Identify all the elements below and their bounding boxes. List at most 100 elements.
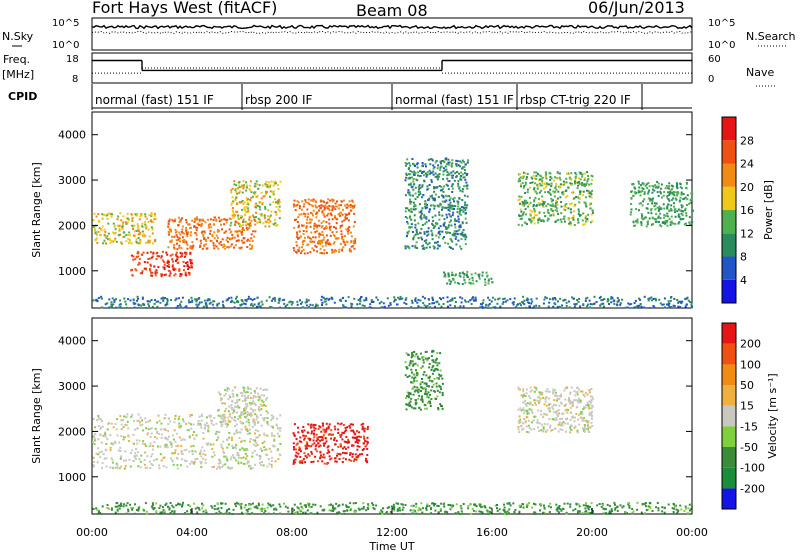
echo-cell	[346, 241, 349, 243]
echo-cell	[213, 216, 216, 219]
echo-cell	[450, 246, 452, 249]
echo-cell	[562, 412, 565, 415]
echo-cell	[360, 423, 363, 426]
echo-cell	[461, 173, 464, 176]
echo-cell	[520, 409, 523, 412]
echo-cell	[320, 430, 323, 433]
echo-cell	[277, 187, 280, 190]
echo-cell	[417, 185, 420, 188]
colorbar-frame	[721, 116, 737, 304]
echo-cell	[380, 300, 383, 303]
echo-cell	[263, 432, 266, 435]
echo-cell	[350, 459, 353, 462]
echo-cell	[126, 306, 128, 309]
echo-cell	[224, 422, 227, 425]
echo-cell	[567, 207, 570, 210]
echo-cell	[138, 218, 141, 221]
echo-cell	[135, 238, 138, 241]
echo-cell	[556, 177, 559, 180]
echo-cell	[212, 306, 215, 309]
echo-cell	[149, 269, 152, 272]
echo-cell	[442, 173, 445, 176]
echo-cell	[278, 453, 281, 456]
echo-cell	[563, 205, 566, 208]
echo-cell	[464, 163, 467, 166]
echo-cell	[302, 434, 305, 437]
echo-cell	[481, 274, 484, 277]
echo-cell	[123, 459, 125, 462]
echo-cell	[406, 367, 408, 370]
echo-cell	[345, 228, 348, 231]
echo-cell	[665, 185, 668, 187]
echo-cell	[454, 205, 457, 208]
echo-cell	[584, 216, 587, 219]
echo-cell	[448, 221, 451, 224]
echo-cell	[411, 351, 414, 354]
echo-cell	[658, 220, 660, 223]
echo-cell	[341, 249, 344, 252]
echo-cell	[272, 426, 275, 429]
echo-cell	[398, 298, 401, 301]
echo-cell	[646, 508, 649, 511]
echo-cell	[241, 392, 244, 395]
echo-cell	[260, 394, 263, 397]
echo-cell	[636, 501, 639, 504]
echo-cell	[248, 428, 251, 431]
echo-cell	[554, 389, 556, 392]
echo-cell	[345, 429, 348, 432]
echo-cell	[251, 451, 254, 454]
echo-cell	[644, 184, 647, 187]
echo-cell	[292, 448, 295, 451]
echo-cell	[408, 177, 411, 180]
echo-cell	[580, 416, 583, 419]
echo-cell	[417, 372, 420, 375]
echo-cell	[454, 237, 457, 240]
echo-cell	[438, 303, 441, 306]
echo-cell	[326, 201, 329, 204]
echo-cell	[423, 216, 426, 219]
echo-cell	[317, 428, 320, 430]
echo-cell	[627, 302, 630, 305]
echo-cell	[572, 191, 575, 194]
echo-cell	[306, 216, 309, 219]
echo-cell	[569, 203, 572, 206]
echo-cell	[342, 246, 345, 249]
echo-cell	[144, 223, 147, 226]
echo-cell	[421, 365, 424, 368]
echo-cell	[484, 281, 487, 284]
echo-cell	[521, 428, 524, 431]
echo-cell	[468, 281, 471, 284]
echo-cell	[541, 204, 544, 207]
echo-cell	[425, 305, 427, 308]
echo-cell	[318, 224, 321, 227]
echo-cell	[673, 209, 676, 212]
echo-cell	[156, 271, 159, 274]
echo-cell	[447, 305, 449, 308]
echo-cell	[172, 246, 175, 249]
echo-cell	[318, 235, 321, 238]
echo-cell	[635, 220, 638, 223]
echo-cell	[550, 185, 553, 188]
echo-cell	[244, 416, 246, 418]
echo-cell	[669, 190, 672, 193]
colorbar-tick-2: 12	[740, 227, 754, 240]
echo-cell	[586, 180, 589, 183]
echo-cell	[168, 440, 171, 443]
echo-cell	[448, 173, 451, 176]
echo-cell	[343, 204, 346, 207]
echo-cell	[668, 302, 670, 305]
echo-cell	[244, 408, 247, 410]
echo-cell	[250, 237, 253, 240]
echo-cell	[457, 239, 460, 242]
echo-cell	[171, 235, 173, 238]
echo-cell	[323, 300, 326, 303]
echo-cell	[315, 224, 318, 227]
echo-cell	[323, 430, 326, 433]
echo-cell	[168, 228, 171, 231]
echo-cell	[315, 206, 318, 209]
echo-cell	[352, 225, 355, 228]
echo-cell	[661, 221, 664, 224]
echo-cell	[416, 389, 418, 392]
echo-cell	[127, 217, 129, 220]
echo-cell	[651, 223, 653, 226]
